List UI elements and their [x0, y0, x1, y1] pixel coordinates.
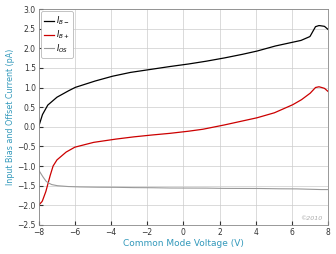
$\mathit{I}_{B+}$ — [207, 126, 211, 130]
$\mathit{I}_{B-}$ — [88, 81, 92, 84]
$\mathit{I}_{B+}$ — [168, 132, 172, 135]
$\mathit{I}_{B-}$ — [317, 24, 321, 27]
$\mathit{I}_{OS}$ — [207, 187, 211, 190]
X-axis label: Common Mode Voltage (V): Common Mode Voltage (V) — [123, 240, 244, 248]
$\mathit{I}_{B+}$ — [111, 138, 115, 141]
$\mathit{I}_{B+}$ — [230, 122, 234, 125]
$\mathit{I}_{OS}$ — [230, 187, 234, 190]
Line: $\mathit{I}_{B+}$: $\mathit{I}_{B+}$ — [39, 87, 328, 205]
Text: ©2010: ©2010 — [300, 216, 322, 220]
Y-axis label: Input Bias and Offset Current (pA): Input Bias and Offset Current (pA) — [6, 49, 14, 185]
$\mathit{I}_{B-}$ — [326, 28, 330, 31]
$\mathit{I}_{B+}$ — [317, 85, 321, 88]
$\mathit{I}_{B+}$ — [37, 204, 41, 207]
$\mathit{I}_{OS}$ — [326, 188, 330, 191]
$\mathit{I}_{OS}$ — [88, 186, 92, 189]
$\mathit{I}_{B-}$ — [111, 75, 115, 78]
Legend: $\mathit{I}_{B-}$, $\mathit{I}_{B+}$, $\mathit{I}_{OS}$: $\mathit{I}_{B-}$, $\mathit{I}_{B+}$, $\… — [41, 11, 73, 58]
$\mathit{I}_{B+}$ — [255, 116, 259, 119]
$\mathit{I}_{B+}$ — [326, 90, 330, 93]
$\mathit{I}_{OS}$ — [255, 187, 259, 190]
$\mathit{I}_{OS}$ — [111, 186, 115, 189]
$\mathit{I}_{B-}$ — [230, 55, 234, 58]
Line: $\mathit{I}_{B-}$: $\mathit{I}_{B-}$ — [39, 26, 328, 127]
$\mathit{I}_{B-}$ — [207, 59, 211, 62]
$\mathit{I}_{OS}$ — [37, 168, 41, 171]
$\mathit{I}_{OS}$ — [318, 188, 322, 191]
$\mathit{I}_{B-}$ — [168, 65, 172, 68]
$\mathit{I}_{B-}$ — [255, 50, 259, 53]
$\mathit{I}_{B-}$ — [37, 125, 41, 128]
$\mathit{I}_{OS}$ — [168, 186, 172, 189]
Line: $\mathit{I}_{OS}$: $\mathit{I}_{OS}$ — [39, 170, 328, 189]
$\mathit{I}_{B+}$ — [88, 142, 92, 145]
